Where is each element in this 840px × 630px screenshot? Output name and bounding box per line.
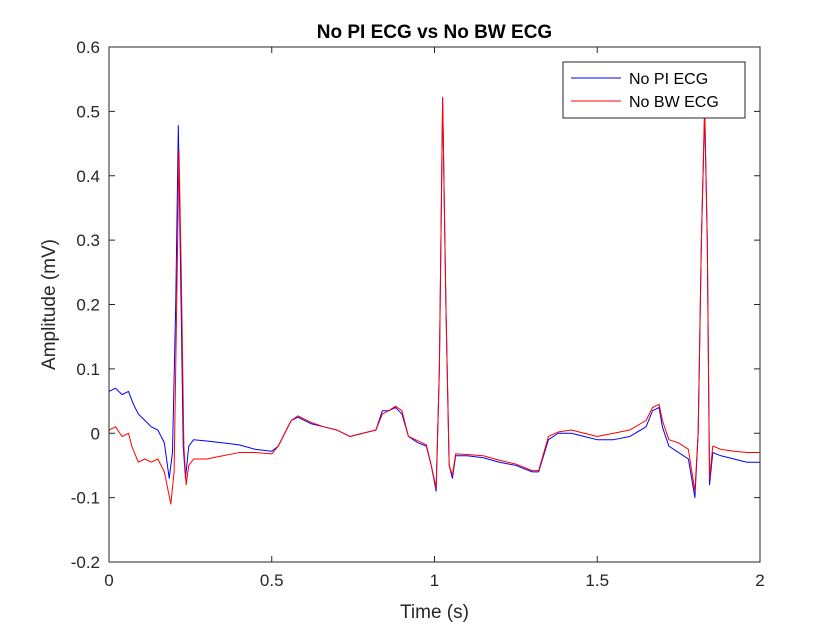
y-tick-label: 0.5: [76, 102, 100, 121]
x-axis-label: Time (s): [400, 602, 469, 623]
y-tick-label: 0.1: [76, 360, 100, 379]
y-tick-label: 0.2: [76, 296, 100, 315]
y-tick-label: 0.4: [76, 167, 100, 186]
legend: No PI ECG No BW ECG: [562, 61, 746, 119]
plot-area: [109, 47, 760, 562]
y-tick-label: 0.3: [76, 231, 100, 250]
legend-label: No BW ECG: [629, 94, 719, 111]
chart-title: No PI ECG vs No BW ECG: [317, 22, 552, 43]
series-layer: [108, 96, 760, 505]
series-line-2: [108, 96, 760, 505]
x-axis: 0 0.5 1 1.5 2: [104, 47, 765, 590]
y-tick-label: 0.6: [76, 38, 100, 57]
x-tick-label: 2: [755, 571, 764, 590]
y-tick-label: -0.2: [71, 553, 100, 572]
x-tick-label: 0: [104, 571, 113, 590]
y-tick-label: -0.1: [71, 489, 100, 508]
y-tick-label: 0: [91, 424, 100, 443]
y-axis-label: Amplitude (mV): [39, 239, 60, 370]
legend-box: [562, 61, 746, 119]
x-tick-label: 1: [430, 571, 439, 590]
legend-label: No PI ECG: [629, 71, 708, 88]
x-tick-label: 1.5: [585, 571, 609, 590]
x-tick-label: 0.5: [260, 571, 284, 590]
y-axis: -0.2 -0.1 0 0.1 0.2 0.3 0.4 0.5 0.6: [71, 38, 760, 572]
